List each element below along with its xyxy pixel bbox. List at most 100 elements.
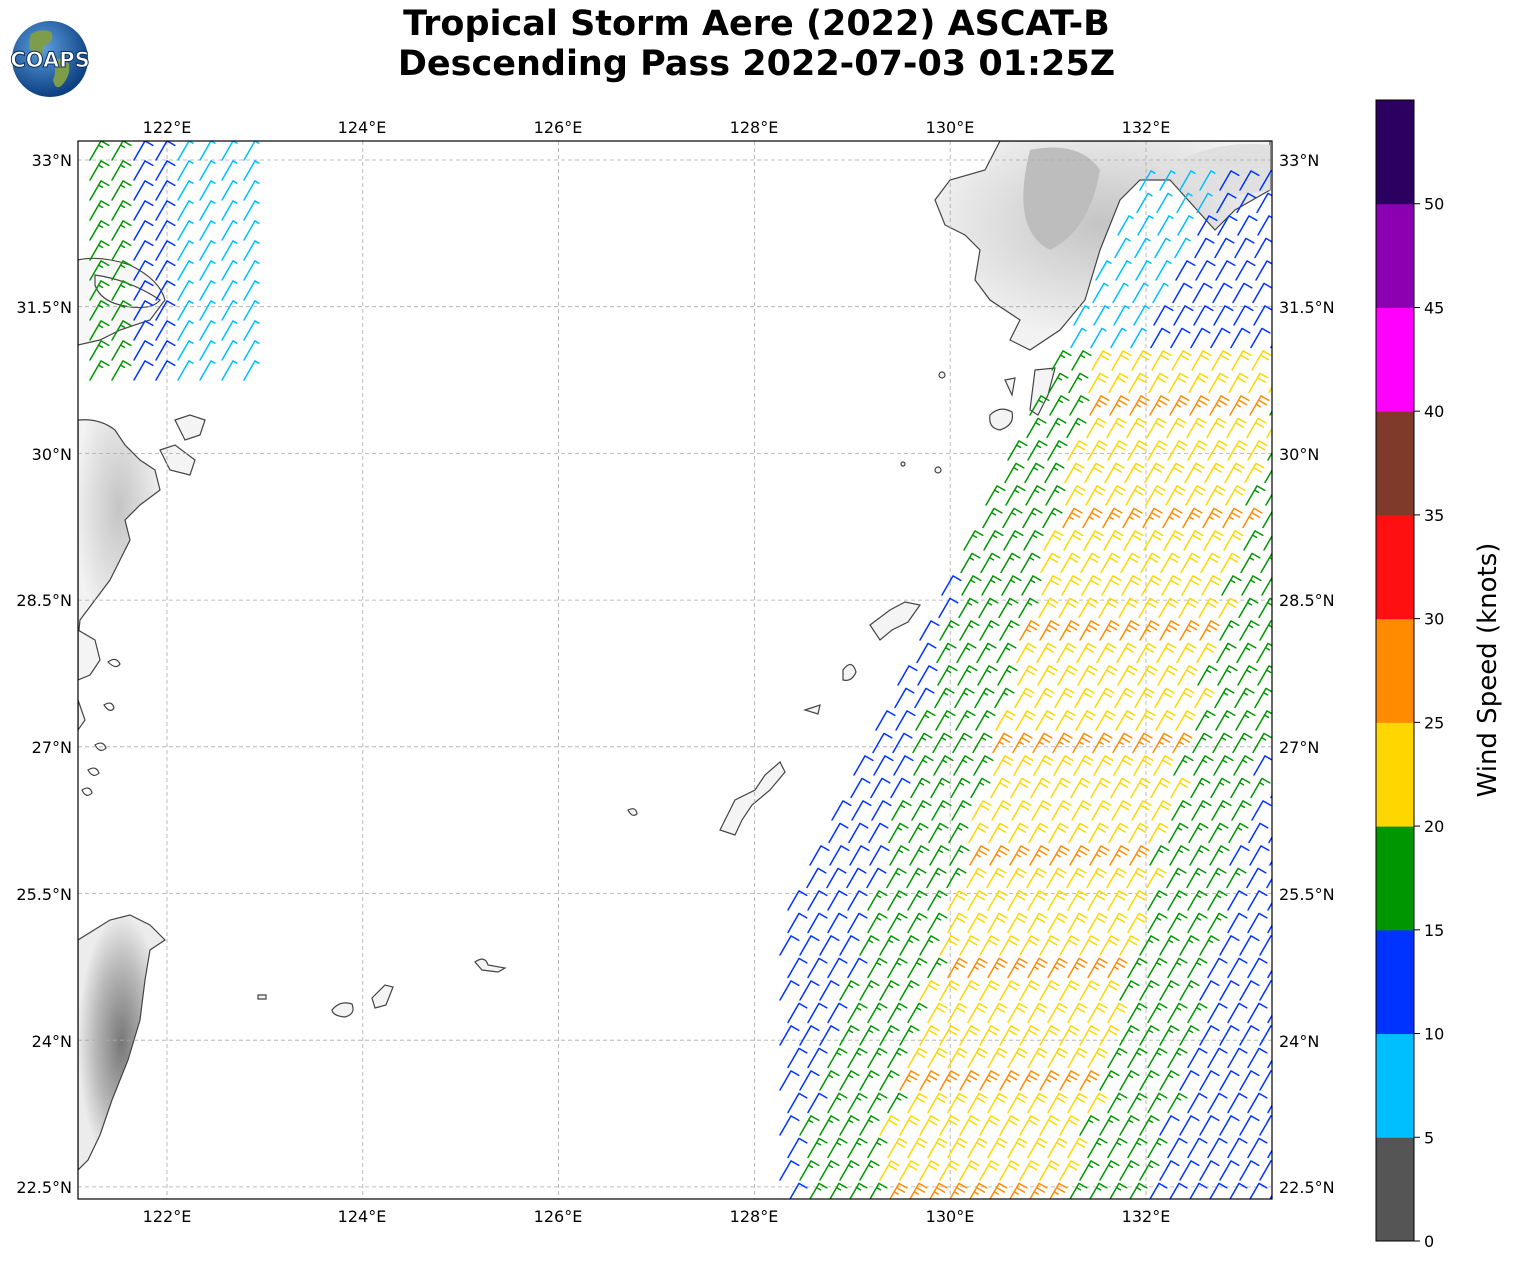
- wind-barb: [979, 1025, 1000, 1046]
- wind-barb: [1030, 777, 1051, 799]
- wind-barb: [1193, 755, 1214, 776]
- wind-barb: [111, 200, 132, 221]
- wind-barb: [1107, 1047, 1128, 1069]
- wind-barb: [1174, 237, 1191, 259]
- wind-barb: [1000, 552, 1021, 574]
- wind-barb: [919, 1025, 940, 1046]
- wind-barb: [111, 320, 132, 341]
- wind-barb: [1054, 687, 1075, 709]
- wind-barb: [959, 1070, 980, 1091]
- wind-barb: [1203, 530, 1224, 551]
- wind-barb: [1227, 1002, 1248, 1024]
- wind-barb: [879, 1070, 900, 1091]
- wind-barb: [1057, 665, 1078, 686]
- lat-label: 24°N: [1279, 1032, 1319, 1051]
- wind-barb: [1170, 327, 1191, 349]
- wind-barb: [947, 1092, 968, 1114]
- wind-barb: [1227, 1137, 1248, 1159]
- wind-barb: [999, 1025, 1020, 1046]
- wind-barb: [1167, 912, 1188, 934]
- wind-barb: [1087, 957, 1108, 979]
- wind-barb: [89, 280, 110, 301]
- wind-barb: [1242, 507, 1263, 529]
- wind-barb: [177, 240, 194, 261]
- wind-barb: [1068, 372, 1089, 394]
- wind-barb: [1007, 957, 1028, 979]
- wind-barb: [199, 300, 216, 321]
- wind-barb: [1019, 1160, 1040, 1181]
- wind-barb: [1179, 1025, 1200, 1046]
- wind-barb: [985, 485, 1006, 506]
- wind-barb: [1230, 777, 1251, 799]
- wind-barb: [981, 575, 1002, 596]
- wind-barb: [155, 320, 176, 341]
- wind-barb: [1172, 732, 1193, 754]
- wind-barb: [1077, 665, 1098, 686]
- wind-barb: [1099, 935, 1120, 956]
- wind-barb: [155, 180, 176, 201]
- wind-barb: [89, 300, 110, 321]
- wind-barb: [879, 935, 900, 956]
- wind-barb: [199, 280, 216, 301]
- wind-barb: [966, 867, 987, 889]
- wind-barb: [1187, 1092, 1208, 1114]
- wind-barb: [89, 200, 110, 221]
- wind-barb: [779, 980, 800, 1001]
- wind-barb: [1195, 260, 1216, 281]
- wind-barb: [1182, 507, 1203, 529]
- wind-barb: [1169, 1182, 1188, 1199]
- wind-barb: [1252, 732, 1272, 754]
- wind-barb: [1047, 440, 1068, 461]
- wind-barb: [979, 935, 1000, 956]
- wind-barb: [1239, 980, 1260, 1001]
- wind-barb: [1139, 1160, 1160, 1181]
- wind-barb: [1251, 800, 1272, 821]
- wind-barb: [1136, 642, 1157, 664]
- wind-barb: [133, 220, 154, 241]
- wind-barb: [839, 1070, 860, 1091]
- wind-barb: [1148, 372, 1169, 394]
- wind-barb: [879, 1115, 900, 1136]
- wind-barb: [1173, 305, 1194, 326]
- wind-barb: [1187, 912, 1208, 934]
- wind-barb: [1009, 845, 1030, 866]
- wind-barb: [1255, 260, 1272, 281]
- wind-barb: [199, 360, 216, 381]
- wind-barb: [1219, 1025, 1240, 1046]
- map-title: Tropical Storm Aere (2022) ASCAT-B Desce…: [0, 4, 1513, 84]
- wind-barb: [199, 340, 216, 361]
- wind-barb: [887, 1047, 908, 1069]
- colorbar-tick-label: 50: [1424, 195, 1444, 214]
- wind-barb: [1026, 867, 1047, 889]
- wind-barb: [1175, 260, 1196, 281]
- wind-barb: [997, 665, 1018, 686]
- wind-barb: [1007, 890, 1028, 911]
- wind-barb: [959, 1160, 980, 1181]
- wind-barb: [221, 280, 238, 301]
- wind-barb: [1213, 305, 1234, 326]
- wind-barb: [1157, 665, 1178, 686]
- wind-barb: [1159, 935, 1180, 956]
- wind-barb: [1211, 800, 1232, 821]
- wind-barb: [1076, 642, 1097, 664]
- wind-barb: [941, 575, 962, 596]
- wind-barb: [998, 597, 1019, 619]
- wind-barb: [111, 280, 132, 301]
- wind-barb: [889, 1182, 908, 1199]
- wind-barb: [243, 280, 260, 301]
- wind-barb: [907, 1092, 928, 1114]
- wind-barb: [1079, 935, 1100, 956]
- wind-barb: [1156, 642, 1177, 664]
- wind-barb: [1032, 732, 1053, 754]
- wind-barb: [1219, 980, 1240, 1001]
- wind-barb: [987, 890, 1008, 911]
- wind-barb: [829, 1182, 848, 1199]
- wind-barb: [933, 755, 954, 776]
- wind-barb: [89, 340, 110, 361]
- wind-barb: [1228, 372, 1249, 394]
- wind-barb: [1046, 417, 1067, 439]
- wind-barb: [1039, 980, 1060, 1001]
- wind-barb: [1217, 215, 1238, 236]
- wind-barb: [947, 1047, 968, 1069]
- wind-barb: [947, 957, 968, 979]
